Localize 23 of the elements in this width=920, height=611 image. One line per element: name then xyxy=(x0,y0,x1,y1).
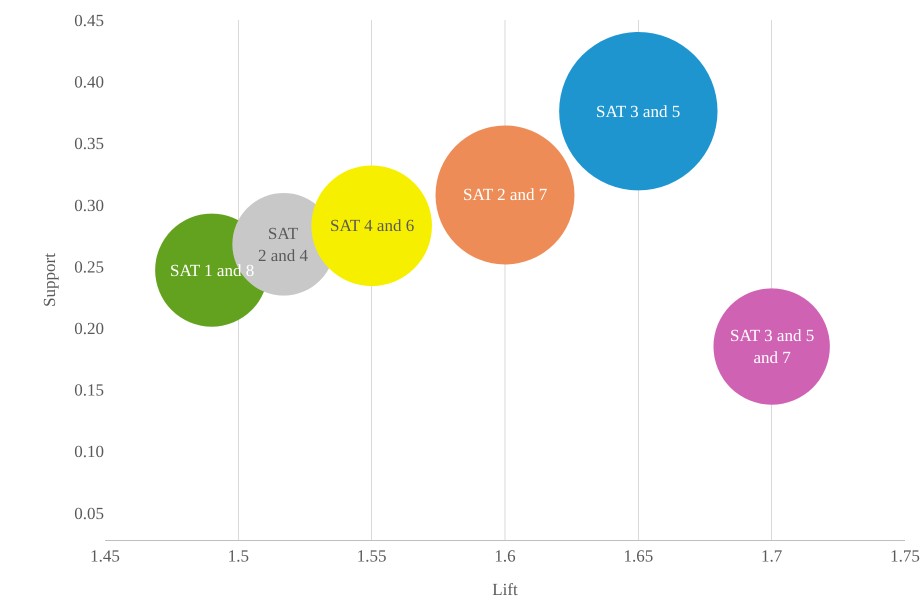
series-label: SAT 2 and 7 xyxy=(463,185,548,204)
series-label: SAT 3 and 5 and 7 xyxy=(730,326,814,368)
x-tick-label: 1.65 xyxy=(623,546,654,566)
x-tick-label: 1.5 xyxy=(228,546,249,566)
y-tick-label: 0.10 xyxy=(74,442,104,462)
series-label: SAT 2 and 4 xyxy=(258,224,309,266)
y-tick-label: 0.40 xyxy=(74,72,104,92)
y-tick-label: 0.15 xyxy=(74,380,104,400)
x-tick-label: 1.7 xyxy=(761,546,783,566)
x-tick-label: 1.55 xyxy=(356,546,387,566)
series-label: SAT 3 and 5 xyxy=(596,102,680,121)
x-tick-label: 1.45 xyxy=(90,546,120,566)
y-tick-label: 0.05 xyxy=(74,504,104,523)
y-tick-label: 0.35 xyxy=(74,134,104,154)
x-tick-label: 1.6 xyxy=(494,546,516,566)
x-tick-label: 1.75 xyxy=(890,546,920,566)
y-tick-label: 0.25 xyxy=(74,257,104,276)
y-tick-label: 0.20 xyxy=(74,319,104,338)
y-tick-label: 0.30 xyxy=(74,196,104,215)
y-tick-label: 0.45 xyxy=(74,10,104,30)
series-label: SAT 4 and 6 xyxy=(330,216,414,235)
y-axis-title: Support xyxy=(40,252,59,307)
x-axis-title: Lift xyxy=(492,580,518,599)
